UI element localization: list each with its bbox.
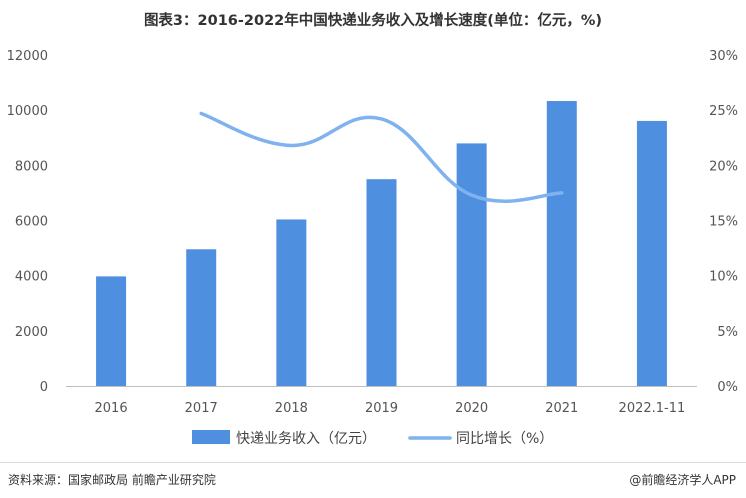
bar-2019	[366, 179, 397, 386]
legend-bar-label: 快递业务收入（亿元）	[236, 431, 376, 447]
footer-divider	[0, 462, 746, 463]
x-tick-label: 2019	[365, 401, 398, 416]
x-tick-label: 2018	[275, 401, 308, 416]
bar-2018	[276, 219, 307, 386]
source-note: 资料来源：国家邮政局 前瞻产业研究院	[8, 473, 216, 487]
bars-layer	[96, 101, 667, 386]
y-right-tick-label: 10%	[709, 270, 738, 285]
axis-layer: 2016 2017 2018 2019 2020 2021 2022.1-11 0 2000 40…	[7, 49, 738, 416]
y-right-tick-label: 15%	[709, 215, 738, 230]
bar-2020	[456, 143, 487, 386]
y-left-tick-label: 8000	[15, 159, 48, 174]
legend-bar-swatch	[192, 430, 230, 444]
bar-2016	[96, 276, 127, 386]
y-right-tick-label: 5%	[717, 325, 738, 340]
y-right-tick-label: 25%	[709, 104, 738, 119]
y-left-tick-label: 12000	[7, 49, 48, 64]
bar-2017	[186, 249, 217, 386]
x-tick-label: 2016	[95, 401, 128, 416]
x-tick-label: 2017	[185, 401, 218, 416]
x-tick-label: 2020	[455, 401, 488, 416]
y-left-tick-label: 6000	[15, 215, 48, 230]
bar-2021	[546, 101, 577, 386]
y-right-tick-label: 30%	[709, 49, 738, 64]
growth-line	[199, 111, 564, 203]
chart-title: 图表3：2016-2022年中国快递业务收入及增长速度(单位：亿元，%)	[143, 13, 603, 29]
y-left-tick-label: 0	[40, 380, 48, 395]
bar-2022.1-11	[636, 120, 667, 386]
y-right-tick-label: 0%	[717, 380, 738, 395]
y-right-tick-label: 20%	[709, 159, 738, 174]
y-left-tick-label: 2000	[15, 325, 48, 340]
legend-line-label: 同比增长（%）	[456, 431, 553, 447]
x-tick-label: 2021	[545, 401, 578, 416]
y-left-tick-label: 10000	[7, 104, 48, 119]
line-layer	[199, 111, 564, 203]
x-tick-label: 2022.1-11	[619, 401, 686, 416]
legend: 快递业务收入（亿元） 同比增长（%）	[192, 430, 553, 447]
y-left-tick-label: 4000	[15, 270, 48, 285]
brand-credit: @前瞻经济学人APP	[629, 473, 736, 487]
